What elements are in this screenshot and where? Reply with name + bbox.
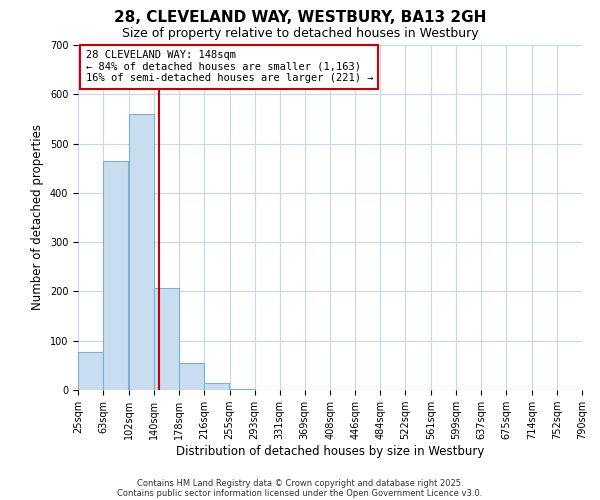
Bar <box>103 161 128 390</box>
X-axis label: Distribution of detached houses by size in Westbury: Distribution of detached houses by size … <box>176 445 484 458</box>
Text: Contains public sector information licensed under the Open Government Licence v3: Contains public sector information licen… <box>118 488 482 498</box>
Y-axis label: Number of detached properties: Number of detached properties <box>31 124 44 310</box>
Text: Contains HM Land Registry data © Crown copyright and database right 2025.: Contains HM Land Registry data © Crown c… <box>137 478 463 488</box>
Bar <box>179 363 204 390</box>
Bar <box>129 114 154 390</box>
Bar <box>154 288 179 390</box>
Text: 28, CLEVELAND WAY, WESTBURY, BA13 2GH: 28, CLEVELAND WAY, WESTBURY, BA13 2GH <box>114 10 486 25</box>
Text: Size of property relative to detached houses in Westbury: Size of property relative to detached ho… <box>122 28 478 40</box>
Text: 28 CLEVELAND WAY: 148sqm
← 84% of detached houses are smaller (1,163)
16% of sem: 28 CLEVELAND WAY: 148sqm ← 84% of detach… <box>86 50 373 84</box>
Bar <box>78 352 103 390</box>
Bar <box>204 383 229 390</box>
Bar <box>230 388 254 390</box>
